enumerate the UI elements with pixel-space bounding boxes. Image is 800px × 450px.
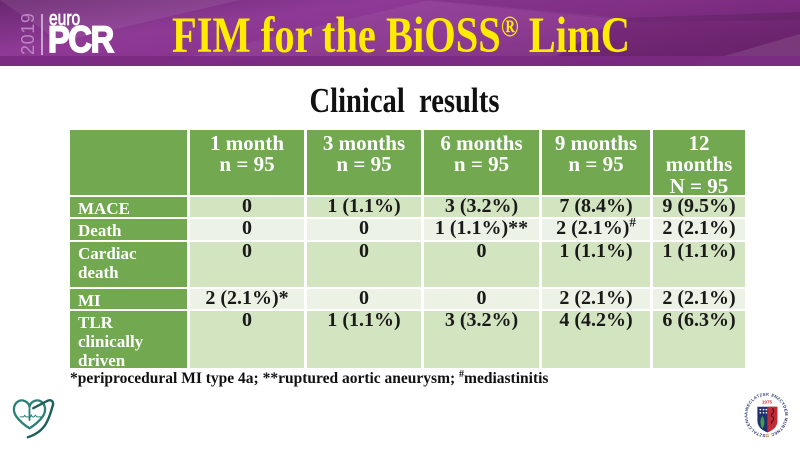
svg-text:1975: 1975 [762, 399, 773, 404]
